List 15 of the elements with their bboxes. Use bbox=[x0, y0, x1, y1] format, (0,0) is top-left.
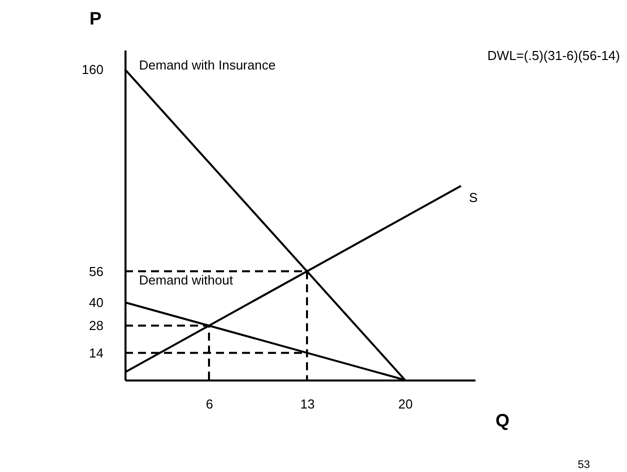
text: 53 bbox=[578, 459, 590, 471]
x-axis-title: Q bbox=[496, 410, 510, 430]
y-tick-label: 28 bbox=[89, 318, 104, 334]
y-tick-label: 14 bbox=[89, 345, 104, 360]
y-tick-label: 160 bbox=[82, 62, 104, 77]
x-tick-label: 13 bbox=[300, 396, 315, 412]
series-label: Demand with Insurance bbox=[139, 57, 276, 72]
y-axis-title: P bbox=[89, 8, 102, 28]
series-label: S bbox=[469, 190, 478, 205]
series-label: Demand without bbox=[139, 272, 234, 288]
x-tick-label: 20 bbox=[398, 396, 413, 412]
y-tick-label: 56 bbox=[89, 264, 104, 279]
y-tick-label: 40 bbox=[89, 294, 104, 310]
text: DWL=(.5)(31-6)(56-14) bbox=[487, 48, 620, 63]
x-tick-label: 6 bbox=[206, 396, 214, 412]
